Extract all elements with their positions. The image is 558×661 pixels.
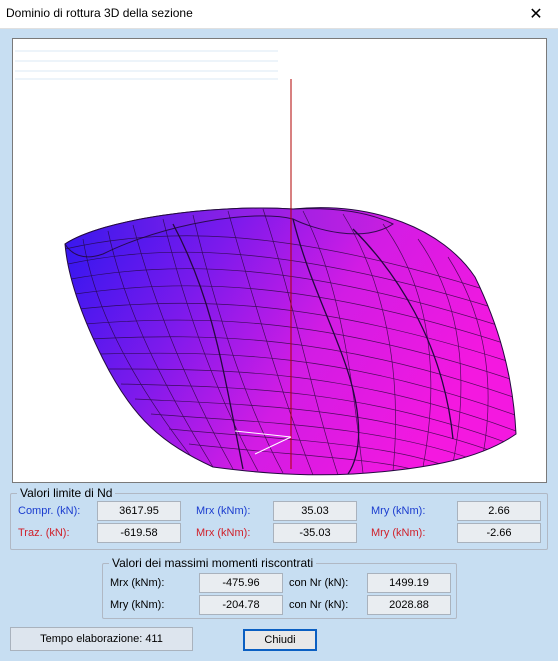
failure-domain-3d-render	[15, 50, 517, 476]
mry-pos-value: 2.66	[457, 501, 541, 521]
limits-group: Valori limite di Nd	[10, 486, 548, 550]
mrx-neg-value: -35.03	[273, 523, 357, 543]
domain-ridges	[172, 218, 454, 475]
traz-label: Traz. (kN):	[18, 527, 70, 539]
title-bar: Dominio di rottura 3D della sezione ✕	[0, 0, 558, 29]
max-moments-legend: Valori dei massimi momenti riscontrati	[112, 556, 314, 570]
domain-mesh	[65, 208, 516, 475]
traz-value: -619.58	[97, 523, 181, 543]
domain-top-cap	[64, 207, 394, 258]
mry-neg-label: Mry (kNm):	[371, 527, 426, 539]
max-mrx-label: Mrx (kNm):	[110, 577, 165, 589]
max-mry-nr-label: con Nr (kN):	[289, 599, 349, 611]
axis-ticks	[15, 50, 278, 80]
max-mry-nr-value: 2028.88	[367, 595, 451, 615]
compr-label: Compr. (kN):	[18, 505, 81, 517]
mrx-pos-value: 35.03	[273, 501, 357, 521]
close-button[interactable]: Chiudi	[243, 629, 317, 651]
mry-pos-label: Mry (kNm):	[371, 505, 426, 517]
limits-legend: Valori limite di Nd	[20, 486, 113, 500]
max-mry-value: -204.78	[199, 595, 283, 615]
max-mrx-nr-label: con Nr (kN):	[289, 577, 349, 589]
compr-value: 3617.95	[97, 501, 181, 521]
close-icon[interactable]: ✕	[529, 6, 543, 23]
mrx-neg-label: Mrx (kNm):	[196, 527, 251, 539]
max-mrx-value: -475.96	[199, 573, 283, 593]
max-mrx-nr-value: 1499.19	[367, 573, 451, 593]
3d-domain-viewport[interactable]	[12, 38, 547, 483]
max-mry-label: Mry (kNm):	[110, 599, 165, 611]
mrx-pos-label: Mrx (kNm):	[196, 505, 251, 517]
origin-axes	[234, 430, 292, 455]
window-title: Dominio di rottura 3D della sezione	[6, 6, 193, 20]
elapsed-time-status: Tempo elaborazione: 411	[10, 627, 193, 651]
max-moments-group: Valori dei massimi momenti riscontrati	[102, 556, 457, 619]
mry-neg-value: -2.66	[457, 523, 541, 543]
